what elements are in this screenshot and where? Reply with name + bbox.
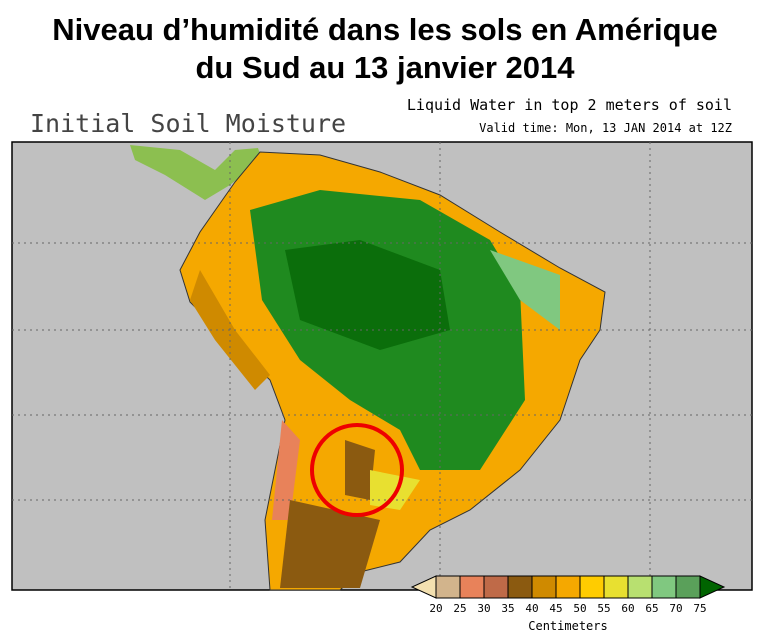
legend-tick-label: 40 <box>525 602 538 615</box>
legend-swatch <box>459 575 485 599</box>
title-line: Niveau d’humidité dans les sols en Améri… <box>52 12 718 47</box>
legend-swatch <box>531 575 557 599</box>
legend-tick-label: 20 <box>429 602 442 615</box>
valid-time: Valid time: Mon, 13 JAN 2014 at 12Z <box>479 121 732 135</box>
product-name: Initial Soil Moisture <box>30 109 346 138</box>
title-line: du Sud au 13 janvier 2014 <box>195 50 575 85</box>
legend-swatch <box>651 575 677 599</box>
graticule <box>12 142 752 590</box>
dry-zone <box>280 500 380 588</box>
legend-swatch <box>603 575 629 599</box>
legend-tick-label: 70 <box>669 602 682 615</box>
legend-swatch <box>579 575 605 599</box>
map <box>11 141 753 591</box>
highlight-circle <box>310 423 404 517</box>
central-america <box>130 145 262 200</box>
legend-swatch <box>435 575 461 599</box>
legend-tick-label: 60 <box>621 602 634 615</box>
legend-above <box>699 575 726 599</box>
moist-zone <box>370 470 420 510</box>
description: Liquid Water in top 2 meters of soil <box>407 96 732 114</box>
legend-tick-label: 25 <box>453 602 466 615</box>
legend-swatch <box>483 575 509 599</box>
legend-swatch <box>507 575 533 599</box>
moist-zone <box>490 250 560 330</box>
legend-swatch <box>675 575 701 599</box>
legend-tick-label: 30 <box>477 602 490 615</box>
legend-unit: Centimeters <box>528 619 607 633</box>
legend-swatch <box>627 575 653 599</box>
legend-tick-label: 55 <box>597 602 610 615</box>
arid-zone <box>272 420 300 520</box>
legend-tick-label: 50 <box>573 602 586 615</box>
legend-tick-label: 45 <box>549 602 562 615</box>
legend-tick-label: 65 <box>645 602 658 615</box>
humid-core <box>285 240 450 350</box>
legend-swatch <box>555 575 581 599</box>
legend-tick-label: 75 <box>693 602 706 615</box>
dry-zone <box>345 440 375 500</box>
legend-tick-label: 35 <box>501 602 514 615</box>
